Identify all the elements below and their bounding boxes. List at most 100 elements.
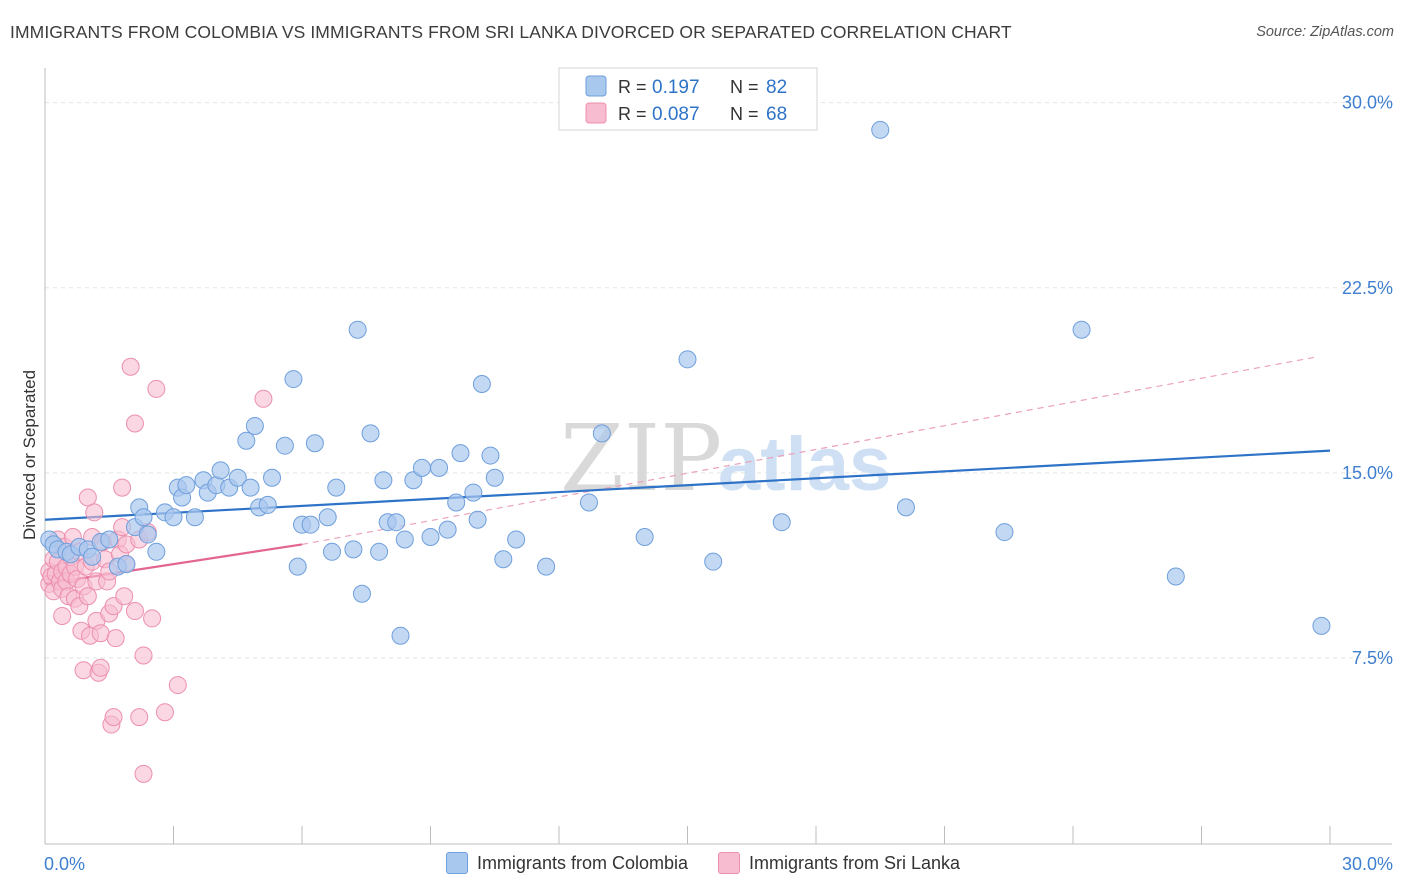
point-colombia-76 (896, 498, 915, 517)
point-sri-lanka-51 (115, 587, 134, 606)
point-colombia-66 (494, 550, 513, 569)
point-sri-lanka-27 (78, 488, 97, 507)
point-sri-lanka-64 (168, 676, 187, 695)
point-colombia-73 (704, 552, 723, 571)
y-tick-labels: 7.5% 15.0% 22.5% 30.0% (1342, 93, 1393, 668)
point-colombia-7 (83, 547, 102, 566)
point-colombia-59 (447, 493, 466, 512)
point-colombia-28 (228, 468, 247, 487)
point-colombia-34 (263, 468, 282, 487)
point-sri-lanka-59 (134, 764, 153, 783)
point-colombia-60 (451, 444, 470, 463)
point-colombia-22 (185, 508, 204, 527)
point-colombia-52 (391, 626, 410, 645)
y-tick-label-1: 15.0% (1342, 463, 1393, 483)
point-colombia-31 (245, 416, 264, 435)
point-colombia-72 (678, 350, 697, 369)
y-tick-label-0: 7.5% (1352, 648, 1393, 668)
point-colombia-58 (438, 520, 457, 539)
legend-r-label-1: R = (618, 77, 647, 97)
point-colombia-68 (537, 557, 556, 576)
legend-item-colombia[interactable]: Immigrants from Colombia (445, 852, 688, 874)
point-sri-lanka-46 (106, 629, 125, 648)
point-sri-lanka-24 (74, 661, 93, 680)
legend-swatch-sri-lanka-bottom (718, 852, 740, 874)
point-colombia-79 (1166, 567, 1185, 586)
point-sri-lanka-58 (134, 646, 153, 665)
point-colombia-54 (404, 471, 423, 490)
legend-label-colombia: Immigrants from Colombia (476, 852, 688, 873)
point-sri-lanka-32 (85, 503, 104, 522)
legend-swatch-sri-lanka (585, 102, 607, 124)
point-sri-lanka-37 (91, 624, 110, 643)
point-colombia-46 (352, 584, 371, 603)
point-sri-lanka-56 (125, 414, 144, 433)
point-colombia-49 (374, 471, 393, 490)
point-colombia-39 (301, 515, 320, 534)
point-colombia-45 (348, 320, 367, 339)
point-colombia-26 (211, 461, 230, 480)
legend-n-label-1: N = (730, 77, 759, 97)
point-sri-lanka-66 (254, 389, 273, 408)
point-colombia-61 (464, 483, 483, 502)
series-colombia-points (40, 120, 1331, 645)
watermark: ZIP atlas (560, 405, 891, 512)
y-axis-label: Divorced or Separated (20, 370, 39, 540)
point-sri-lanka-61 (130, 708, 149, 727)
legend-item-sri-lanka[interactable]: Immigrants from Sri Lanka (718, 852, 960, 874)
point-colombia-35 (275, 436, 294, 455)
legend-r-label-2: R = (618, 104, 647, 124)
point-colombia-63 (472, 375, 491, 393)
chart-title: IMMIGRANTS FROM COLOMBIA VS IMMIGRANTS F… (10, 22, 1012, 42)
point-colombia-44 (344, 540, 363, 559)
point-colombia-75 (871, 120, 890, 139)
x-tick-label-max: 30.0% (1342, 854, 1393, 874)
point-colombia-11 (117, 555, 136, 574)
point-colombia-47 (361, 424, 380, 443)
point-sri-lanka-62 (143, 609, 162, 628)
axes (44, 68, 1392, 845)
legend-swatch-colombia (585, 75, 607, 97)
point-sri-lanka-28 (78, 587, 97, 606)
watermark-atlas: atlas (718, 422, 891, 507)
y-tick-label-3: 30.0% (1342, 93, 1393, 113)
point-colombia-42 (322, 542, 341, 561)
point-colombia-71 (635, 528, 654, 546)
point-sri-lanka-60 (147, 379, 166, 398)
bottom-legend: Immigrants from Colombia Immigrants from… (0, 852, 1406, 874)
point-colombia-21 (177, 476, 196, 495)
source-credit: Source: ZipAtlas.com (1256, 24, 1394, 40)
point-colombia-65 (485, 468, 504, 487)
legend-r-value-1: 0.197 (652, 77, 700, 98)
point-colombia-64 (481, 446, 500, 465)
point-colombia-14 (134, 508, 153, 527)
point-colombia-41 (318, 508, 337, 527)
point-sri-lanka-36 (91, 658, 110, 677)
point-colombia-67 (507, 530, 526, 549)
point-colombia-36 (284, 370, 303, 389)
point-colombia-30 (241, 478, 260, 497)
point-colombia-48 (370, 542, 389, 561)
point-sri-lanka-63 (155, 703, 174, 722)
point-colombia-78 (1072, 320, 1091, 339)
point-colombia-80 (1312, 616, 1331, 635)
legend-label-sri-lanka: Immigrants from Sri Lanka (749, 852, 961, 873)
legend-n-value-1: 82 (766, 77, 787, 98)
point-colombia-18 (164, 508, 183, 527)
trend-sri-lanka-extension (301, 356, 1318, 545)
y-tick-label-2: 22.5% (1342, 278, 1393, 298)
point-sri-lanka-67 (53, 606, 72, 625)
point-colombia-62 (468, 510, 487, 529)
point-colombia-55 (412, 458, 431, 477)
point-colombia-33 (258, 495, 277, 514)
point-colombia-69 (579, 493, 598, 512)
point-sri-lanka-55 (125, 602, 144, 621)
point-colombia-40 (305, 434, 324, 453)
point-colombia-57 (430, 458, 449, 477)
point-colombia-74 (772, 513, 791, 532)
point-colombia-77 (995, 523, 1014, 542)
legend-box: R = 0.197 N = 82 R = 0.087 N = 68 (558, 67, 818, 131)
trend-sri-lanka (44, 543, 303, 585)
point-colombia-37 (288, 557, 307, 576)
